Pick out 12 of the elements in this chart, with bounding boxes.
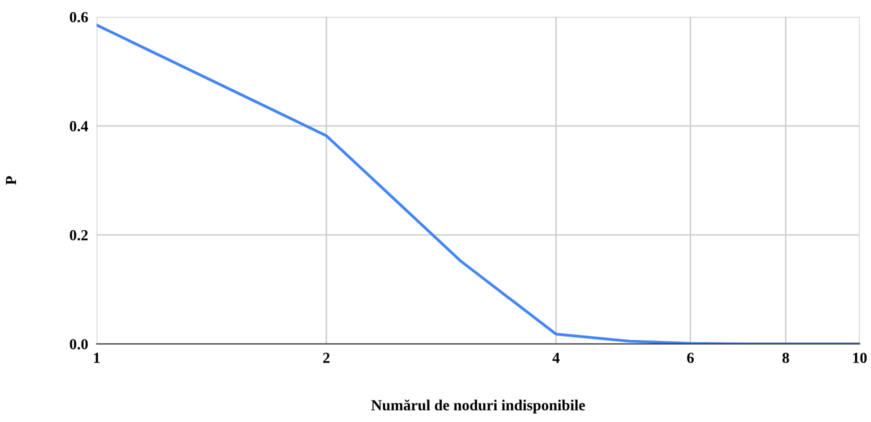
y-tick-label: 0.0 <box>70 339 88 350</box>
x-tick-label: 1 <box>94 352 100 363</box>
x-tick-label: 2 <box>323 352 330 363</box>
x-tick-label: 4 <box>552 352 560 363</box>
x-tick-label: 6 <box>687 352 694 364</box>
y-axis-title: P <box>6 176 16 185</box>
y-tick-label: 0.6 <box>70 12 88 22</box>
x-axis-title: Numărul de noduri indisponibile <box>371 399 585 414</box>
x-tick-label: 10 <box>853 352 867 364</box>
x-tick-label: 8 <box>782 352 790 364</box>
y-tick-label: 0.2 <box>70 230 88 240</box>
y-tick-label: 0.4 <box>70 121 88 132</box>
